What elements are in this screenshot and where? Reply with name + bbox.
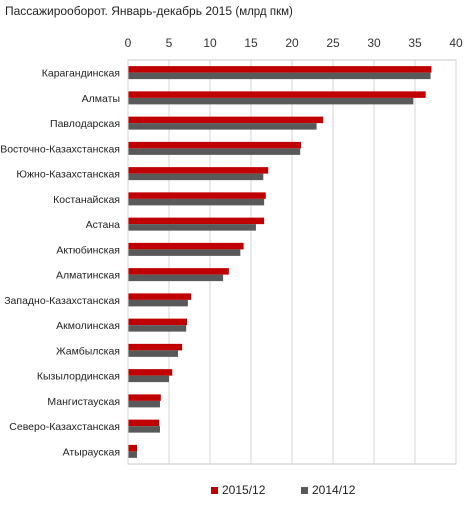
chart-title-units: (млрд пкм) [235,6,293,18]
legend: 2015/12 2014/12 [211,483,356,497]
category-label: Мангистауская [47,396,120,408]
bar-2015-12 [128,242,244,250]
bar-2014-12 [128,148,301,155]
category-label: Костанайская [53,194,120,206]
x-tick-label: 35 [408,36,422,50]
bar-2014-12 [128,97,414,105]
bar-2014-12 [128,198,265,206]
category-label: Восточно-Казахстанская [0,143,120,155]
bar-2015-12 [128,444,138,452]
category-label: Атырауская [63,446,120,458]
bar-2015-12 [128,343,183,351]
category-label: Павлодарская [50,118,120,130]
legend-label: 2015/12 [222,483,266,497]
category-labels: Карагандинская Алматы Павлодарская Восточно… [0,68,120,459]
x-tick-label: 15 [244,36,258,50]
bar-2015-12 [128,66,432,73]
bar-2014-12 [128,249,241,256]
bar-2015-12 [128,217,265,225]
bar-2015-12 [128,116,324,124]
category-label: Западно-Казахстанская [4,295,120,307]
x-tick-label: 10 [203,36,217,50]
category-label: Астана [86,219,121,231]
bar-2015-12 [128,167,269,174]
bar-2015-12 [128,192,266,199]
category-label: Акмолинская [56,320,120,332]
bar-2014-12 [128,325,187,332]
category-label: Алматы [82,93,120,105]
bar-2014-12 [128,375,169,383]
bar-2014-12 [128,173,264,181]
chart-title-text: Пассажирооборот. Январь-декабрь 2015 [5,4,233,18]
bar-2014-12 [128,224,256,231]
legend-swatch [301,487,308,494]
category-label: Актюбинская [56,244,120,256]
bars [128,66,432,458]
gridlines [127,59,457,465]
bar-2014-12 [128,274,224,282]
category-label: Кызылординская [37,371,120,383]
bar-2014-12 [128,299,188,307]
bar-2015-12 [128,369,173,376]
bar-2014-12 [128,72,431,80]
category-label: Алматинская [56,270,120,282]
x-axis: 0 5 10 15 20 25 30 35 40 [125,36,463,50]
category-label: Жамбылская [56,345,120,357]
x-tick-label: 5 [166,36,173,50]
bar-2015-12 [128,268,229,275]
category-label: Северо-Казахстанская [9,421,120,433]
bar-2015-12 [128,141,302,149]
category-label: Южно-Казахстанская [16,169,120,181]
x-tick-label: 0 [125,36,132,50]
bar-2015-12 [128,419,160,427]
bar-2014-12 [128,350,179,357]
bar-2014-12 [128,451,138,458]
x-tick-label: 30 [367,36,381,50]
bar-2015-12 [128,91,426,98]
legend-swatch [211,487,218,494]
bar-2015-12 [128,293,192,300]
x-tick-label: 40 [449,36,463,50]
x-tick-label: 20 [285,36,299,50]
legend-label: 2014/12 [312,483,356,497]
bar-2014-12 [128,123,317,130]
bar-2014-12 [128,400,160,408]
x-tick-label: 25 [326,36,340,50]
chart-title: Пассажирооборот. Январь-декабрь 2015 (мл… [5,4,293,18]
bar-2015-12 [128,318,188,326]
bar-2014-12 [128,426,160,433]
bar-2015-12 [128,394,161,401]
category-label: Карагандинская [42,68,120,80]
